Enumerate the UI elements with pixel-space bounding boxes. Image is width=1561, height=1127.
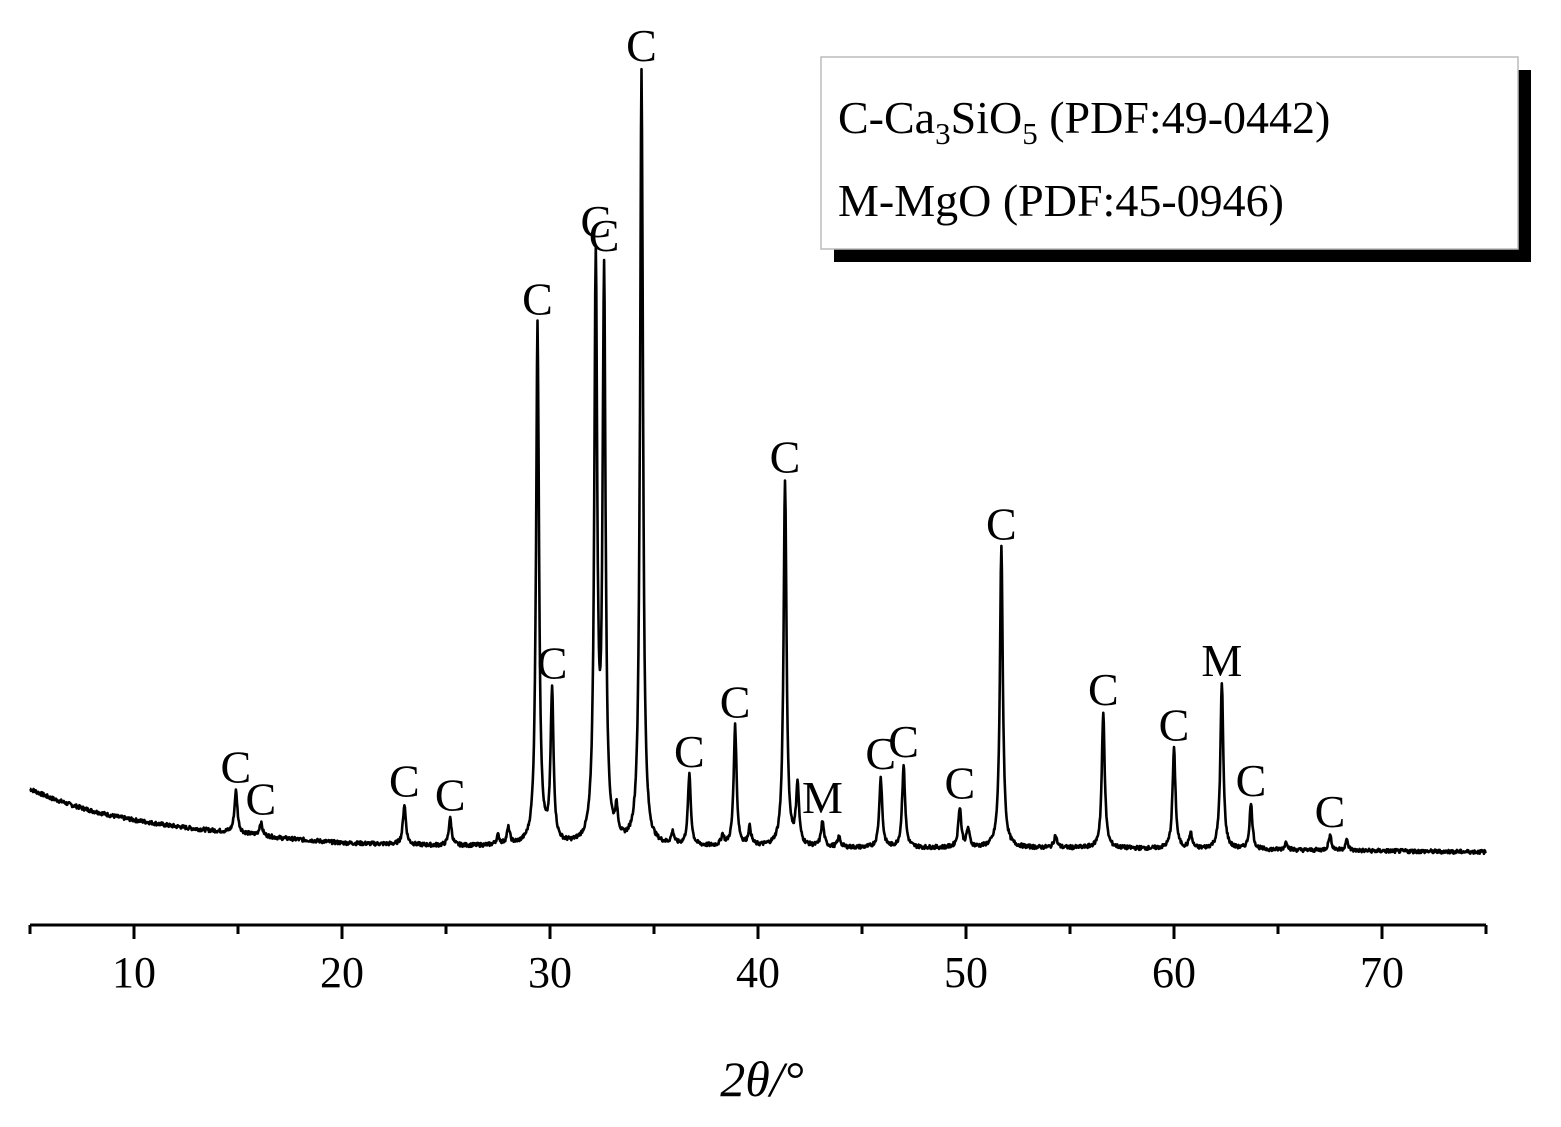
- peak-label-c-11: C: [626, 20, 657, 71]
- peak-label-c-7: C: [537, 637, 568, 688]
- xrd-pattern-line: [29, 67, 1487, 856]
- peak-label-c-33: C: [1315, 786, 1346, 837]
- peak-label-m-19: M: [802, 772, 843, 823]
- x-tick-label-20: 20: [320, 948, 364, 997]
- x-tick-label-70: 70: [1360, 948, 1404, 997]
- peak-label-c-21: C: [865, 728, 896, 779]
- legend-entry-magnesium-oxide: M-MgO (PDF:45-0946): [838, 175, 1284, 226]
- x-tick-label-30: 30: [528, 948, 572, 997]
- peak-label-c-23: C: [944, 757, 975, 808]
- x-tick-label-60: 60: [1152, 948, 1196, 997]
- legend-box: [820, 56, 1519, 250]
- x-tick-label-40: 40: [736, 948, 780, 997]
- legend: C-Ca3SiO5 (PDF:49-0442) M-MgO (PDF:45-09…: [820, 56, 1531, 262]
- x-tick-label-50: 50: [944, 948, 988, 997]
- peak-label-c-6: C: [522, 274, 553, 325]
- peak-label-c-22: C: [888, 716, 919, 767]
- x-axis: 10 20 30 40 50 60 70: [28, 923, 1488, 997]
- peak-label-c-3: C: [435, 769, 466, 820]
- peak-label-c-1: C: [246, 773, 277, 824]
- x-tick-label-10: 10: [112, 948, 156, 997]
- peak-label-c-25: C: [986, 499, 1017, 550]
- legend-entry-tricalcium-silicate: C-Ca3SiO5 (PDF:49-0442): [838, 92, 1330, 151]
- peak-label-c-0: C: [221, 742, 252, 793]
- x-axis-label: 2θ/°: [720, 1051, 803, 1107]
- peak-label-c-8: C: [580, 196, 611, 247]
- peak-label-m-30: M: [1201, 635, 1242, 686]
- peak-label-c-9: C: [589, 210, 620, 261]
- peak-label-c-27: C: [1088, 664, 1119, 715]
- peak-label-c-13: C: [674, 726, 705, 777]
- peak-label-c-15: C: [720, 676, 751, 727]
- peak-label-c-17: C: [770, 431, 801, 482]
- peak-label-c-28: C: [1159, 699, 1190, 750]
- peak-label-c-2: C: [389, 756, 420, 807]
- peak-label-c-31: C: [1236, 755, 1267, 806]
